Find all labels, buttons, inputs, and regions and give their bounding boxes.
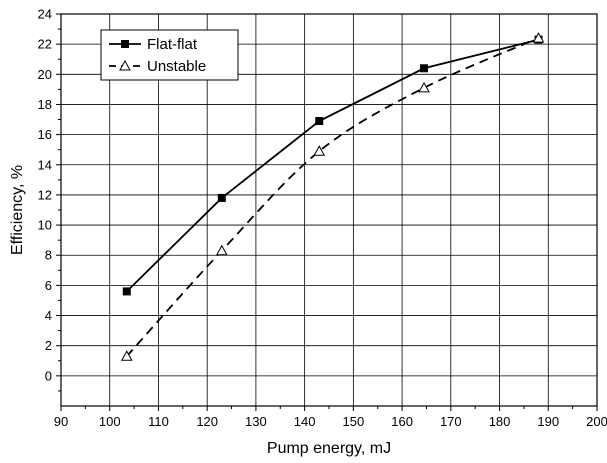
- series-line: [126, 37, 539, 357]
- x-tick-label: 150: [343, 414, 365, 429]
- legend-entry: Flat-flat: [109, 36, 198, 53]
- series-layer: [120, 32, 545, 361]
- tick-marks: [56, 13, 598, 411]
- y-tick-label: 20: [38, 67, 52, 82]
- y-tick-label: 18: [38, 97, 52, 112]
- y-tick-label: 4: [45, 308, 52, 323]
- legend-label: Flat-flat: [147, 36, 198, 53]
- data-point: [315, 117, 324, 126]
- x-tick-label: 120: [196, 414, 218, 429]
- x-tick-label: 170: [440, 414, 462, 429]
- x-tick-label: 140: [294, 414, 316, 429]
- y-axis-label: Efficiency, %: [9, 165, 26, 255]
- y-tick-label: 14: [38, 157, 52, 172]
- legend-marker: [121, 40, 129, 48]
- data-point: [217, 193, 226, 202]
- data-point: [120, 350, 133, 361]
- series-unstable: [120, 32, 545, 361]
- y-tick-label: 22: [38, 37, 52, 52]
- legend-entries: Flat-flat Unstable: [109, 36, 206, 75]
- x-tick-label: 200: [586, 414, 607, 429]
- grid-lines: [61, 14, 597, 406]
- x-axis-label: Pump energy, mJ: [267, 440, 391, 457]
- y-tick-label: 12: [38, 187, 52, 202]
- y-tick-label: 2: [45, 338, 52, 353]
- data-point: [215, 244, 228, 256]
- x-tick-label: 110: [148, 414, 169, 429]
- x-tick-label: 90: [54, 414, 68, 429]
- legend-box: [100, 29, 239, 81]
- y-tick-label: 6: [45, 278, 52, 293]
- legend-marker: [119, 59, 131, 71]
- y-tick-label: 16: [38, 127, 52, 142]
- y-tick-label: 8: [45, 248, 52, 263]
- legend-label: Unstable: [147, 58, 206, 75]
- data-point: [122, 287, 131, 296]
- x-tick-label: 190: [537, 414, 559, 429]
- x-tick-label: 130: [245, 414, 267, 429]
- y-tick-label: 10: [38, 218, 52, 233]
- data-point: [313, 145, 326, 156]
- data-point: [418, 81, 430, 93]
- y-tick-label: 24: [38, 7, 52, 22]
- y-tick-label: 0: [45, 368, 52, 383]
- x-tick-label: 100: [99, 414, 121, 429]
- legend-entry: Unstable: [109, 58, 206, 75]
- x-tick-label: 180: [489, 414, 511, 429]
- legend: Flat-flat Unstable: [100, 29, 239, 81]
- data-point: [532, 32, 545, 43]
- x-tick-label: 160: [391, 414, 413, 429]
- data-point: [420, 64, 429, 73]
- axis-tick-labels: 90 100 110 120 130 140 150 160 170 180 190 20002468…: [38, 7, 607, 430]
